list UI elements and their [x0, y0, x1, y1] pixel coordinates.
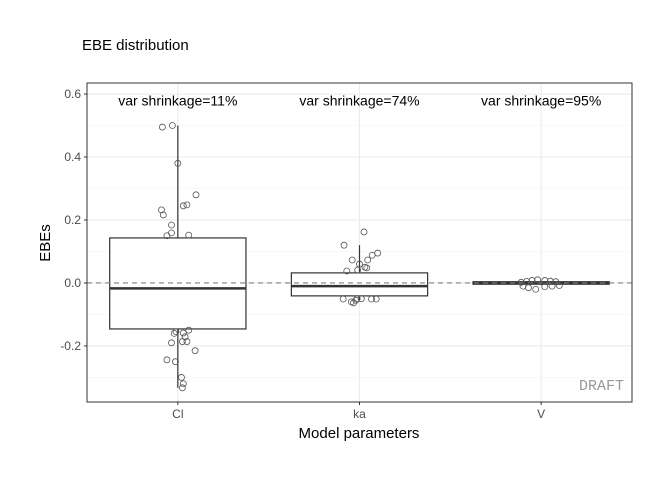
data-point — [168, 221, 175, 229]
data-point — [528, 277, 536, 284]
data-point — [178, 338, 186, 345]
data-point — [178, 374, 185, 381]
data-point — [179, 329, 187, 337]
data-point — [183, 338, 191, 345]
data-point — [340, 241, 348, 249]
data-point — [339, 295, 347, 303]
y-tick-label: 0.4 — [64, 150, 81, 164]
x-axis-label: Model parameters — [299, 425, 420, 442]
data-point — [343, 267, 351, 275]
data-point — [555, 282, 563, 289]
data-point — [183, 201, 191, 209]
shrinkage-annotation: var shrinkage=95% — [481, 92, 601, 108]
data-point — [541, 283, 549, 291]
data-point — [172, 358, 179, 366]
box-ka — [290, 272, 429, 297]
chart-title: EBE distribution — [82, 37, 189, 54]
data-point — [185, 231, 193, 239]
x-tick-label: Cl — [172, 407, 183, 421]
x-tick-label: ka — [353, 407, 366, 421]
data-point — [163, 356, 171, 364]
data-point — [170, 329, 178, 337]
data-point — [174, 159, 182, 167]
data-point — [360, 228, 368, 236]
data-point — [356, 260, 363, 268]
data-point — [552, 278, 560, 286]
y-tick-label: 0.6 — [64, 87, 81, 101]
y-tick-label: 0.2 — [64, 213, 81, 227]
data-point — [158, 206, 165, 214]
data-point — [168, 229, 175, 237]
data-point — [548, 282, 556, 290]
data-point — [354, 266, 362, 274]
data-point — [350, 299, 357, 307]
data-point — [159, 211, 167, 219]
panel-border — [86, 82, 633, 403]
data-point — [368, 295, 375, 303]
data-point — [172, 328, 180, 336]
data-point — [353, 295, 361, 303]
data-point — [532, 285, 540, 293]
draft-watermark: DRAFT — [579, 378, 624, 395]
data-point — [361, 263, 369, 271]
data-point — [352, 296, 360, 304]
data-point — [534, 276, 541, 284]
data-point — [191, 347, 199, 355]
data-point — [364, 256, 372, 264]
data-point — [525, 284, 532, 292]
data-point — [179, 202, 187, 210]
data-point — [163, 232, 171, 240]
data-point — [348, 256, 356, 264]
data-point — [523, 277, 531, 285]
data-point — [192, 191, 200, 199]
data-point — [158, 123, 166, 131]
shrinkage-annotation: var shrinkage=74% — [299, 92, 419, 108]
data-point — [179, 380, 187, 388]
data-point — [372, 295, 380, 303]
x-tick-label: V — [537, 407, 545, 421]
y-axis-label: EBEs — [37, 224, 54, 262]
data-point — [546, 277, 554, 285]
y-tick-label: 0.0 — [64, 276, 81, 290]
data-point — [178, 384, 186, 392]
y-tick-label: -0.2 — [60, 339, 81, 353]
data-point — [517, 278, 525, 286]
data-point — [368, 251, 376, 259]
data-point — [168, 339, 175, 347]
data-point — [168, 122, 176, 129]
data-point — [185, 326, 193, 334]
shrinkage-annotation: var shrinkage=11% — [118, 92, 237, 108]
